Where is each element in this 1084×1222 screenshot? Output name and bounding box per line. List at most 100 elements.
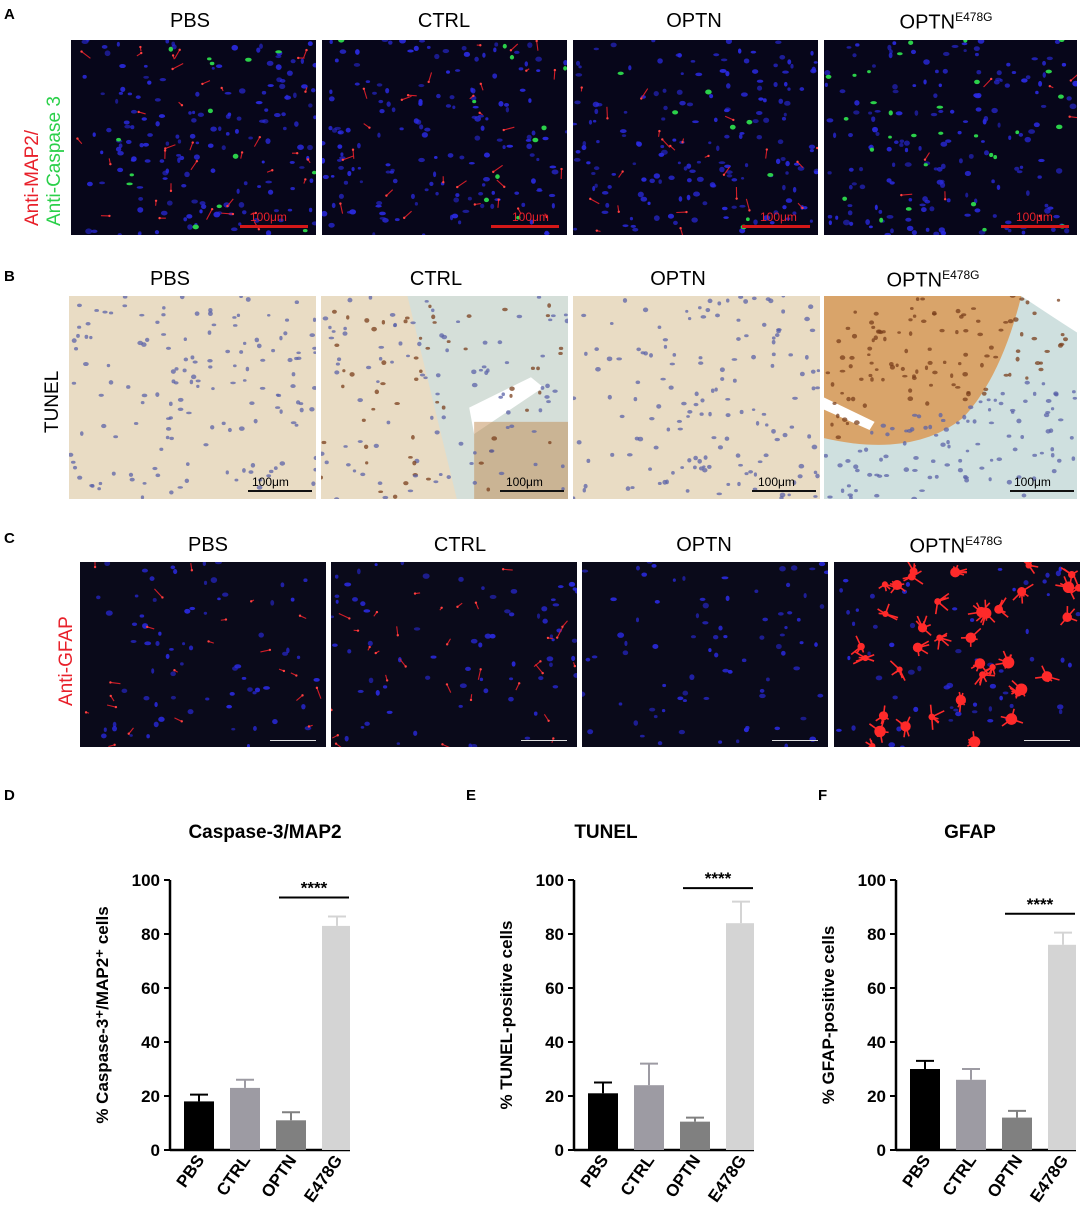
col-title-c-pbs: PBS <box>187 534 229 556</box>
scale-label-b-pbs: 100μm <box>252 475 289 489</box>
bar <box>588 1093 618 1150</box>
x-tick-label: CTRL <box>617 1151 659 1199</box>
scale-bar-a-ctrl <box>491 225 559 228</box>
significance-label: **** <box>705 869 732 888</box>
chart-f: % GFAP-positive cells 0 20 40 60 80 100 PBS CTRL… <box>819 871 1076 1206</box>
panel-letter-d: D <box>4 787 15 804</box>
y-tick-label: 20 <box>867 1087 886 1106</box>
panel-letter-a: A <box>4 6 15 23</box>
scale-bar-b-pbs <box>248 490 312 492</box>
scale-bar-b-ctrl <box>500 490 564 492</box>
bar <box>680 1121 710 1150</box>
significance-label: **** <box>1027 895 1054 914</box>
micrograph-b-optn <box>573 296 820 499</box>
x-tick-label: PBS <box>577 1151 613 1191</box>
x-tick-label: CTRL <box>213 1151 255 1199</box>
x-tick-label: PBS <box>899 1151 935 1191</box>
micrograph-a-e478g <box>824 40 1077 235</box>
chart-e: % TUNEL-positive cells 0 20 40 60 80 100 PBS CTR… <box>497 869 754 1206</box>
scale-bar-c-ctrl <box>521 740 567 741</box>
col-title-a-e478g: OPTNE478G <box>899 10 993 34</box>
row-label-a-line1: Anti-MAP2/ <box>22 129 43 226</box>
significance-label: **** <box>301 879 328 898</box>
y-tick-label: 0 <box>877 1141 886 1160</box>
scale-label-a-pbs: 100μm <box>250 210 287 224</box>
col-title-a-pbs: PBS <box>169 10 211 32</box>
y-tick-label: 100 <box>132 871 160 890</box>
micrograph-b-e478g <box>824 296 1077 499</box>
panel-letter-f: F <box>818 787 828 804</box>
micrograph-a-ctrl <box>322 40 567 235</box>
col-title-a-ctrl: CTRL <box>417 10 471 32</box>
bar <box>230 1087 260 1150</box>
bar <box>322 925 350 1150</box>
y-tick-label: 60 <box>141 979 160 998</box>
row-label-a-line2: Anti-Caspase 3 <box>44 96 65 226</box>
col-title-a-optn: OPTN <box>666 10 722 32</box>
micrograph-a-pbs <box>71 40 316 235</box>
scale-bar-a-optn <box>742 225 810 228</box>
bar <box>956 1079 986 1150</box>
scale-bar-c-optn <box>772 740 818 741</box>
y-tick-label: 100 <box>536 871 564 890</box>
panel-letter-c: C <box>4 530 15 547</box>
y-tick-label: 20 <box>545 1087 564 1106</box>
y-axis-label: % Caspase-3⁺/MAP2⁺ cells <box>93 906 112 1123</box>
scale-bar-a-pbs <box>240 225 308 228</box>
bar <box>634 1085 664 1150</box>
x-tick-label: OPTN <box>662 1151 705 1201</box>
y-tick-label: 40 <box>867 1033 886 1052</box>
y-tick-label: 40 <box>141 1033 160 1052</box>
x-tick-label: OPTN <box>258 1151 301 1201</box>
chart-d: % Caspase-3⁺/MAP2⁺ cells 0 20 40 60 80 100 PBS C… <box>93 871 350 1206</box>
y-tick-label: 0 <box>555 1141 564 1160</box>
micrograph-c-e478g <box>834 562 1080 747</box>
y-tick-label: 80 <box>545 925 564 944</box>
x-tick-label: E478G <box>704 1151 750 1205</box>
chart-title-e: TUNEL <box>574 822 638 843</box>
micrograph-c-optn <box>582 562 828 747</box>
scale-label-a-ctrl: 100μm <box>512 210 549 224</box>
chart-title-f: GFAP <box>944 822 996 843</box>
row-label-c: Anti-GFAP <box>56 616 77 706</box>
y-axis-label: % GFAP-positive cells <box>819 926 838 1105</box>
y-tick-label: 40 <box>545 1033 564 1052</box>
micrograph-a-optn <box>573 40 818 235</box>
scale-label-b-ctrl: 100μm <box>506 475 543 489</box>
x-tick-label: PBS <box>173 1151 209 1191</box>
scale-bar-b-optn <box>752 490 816 492</box>
y-tick-label: 100 <box>858 871 886 890</box>
col-title-c-optn: OPTN <box>676 534 732 556</box>
col-title-c-e478g: OPTNE478G <box>909 534 1003 558</box>
scale-bar-c-pbs <box>270 740 316 741</box>
y-tick-label: 80 <box>141 925 160 944</box>
panel-letter-e: E <box>466 787 477 804</box>
y-tick-label: 60 <box>545 979 564 998</box>
y-tick-label: 80 <box>867 925 886 944</box>
scale-bar-c-e478g <box>1024 740 1070 741</box>
bar <box>184 1101 214 1150</box>
scale-label-b-optn: 100μm <box>758 475 795 489</box>
y-tick-label: 60 <box>867 979 886 998</box>
panel-letter-b: B <box>4 268 15 285</box>
micrograph-c-pbs <box>80 562 326 747</box>
scale-label-a-optn: 100μm <box>760 210 797 224</box>
bar <box>726 923 754 1150</box>
x-tick-label: CTRL <box>939 1151 981 1199</box>
y-tick-label: 0 <box>151 1141 160 1160</box>
scale-bar-b-e478g <box>1010 490 1074 492</box>
micrograph-b-pbs <box>69 296 316 499</box>
bar <box>1048 944 1076 1150</box>
chart-title-d: Caspase-3/MAP2 <box>188 822 342 843</box>
y-tick-label: 20 <box>141 1087 160 1106</box>
col-title-b-optn: OPTN <box>650 268 706 290</box>
col-title-b-e478g: OPTNE478G <box>886 268 980 292</box>
scale-bar-a-e478g <box>1001 225 1069 228</box>
y-axis-label: % TUNEL-positive cells <box>497 921 516 1110</box>
x-tick-label: E478G <box>1026 1151 1072 1205</box>
scale-label-b-e478g: 100μm <box>1014 475 1051 489</box>
bar <box>1002 1117 1032 1150</box>
micrograph-c-ctrl <box>331 562 577 747</box>
micrograph-b-ctrl <box>321 296 568 499</box>
x-tick-label: OPTN <box>984 1151 1027 1201</box>
